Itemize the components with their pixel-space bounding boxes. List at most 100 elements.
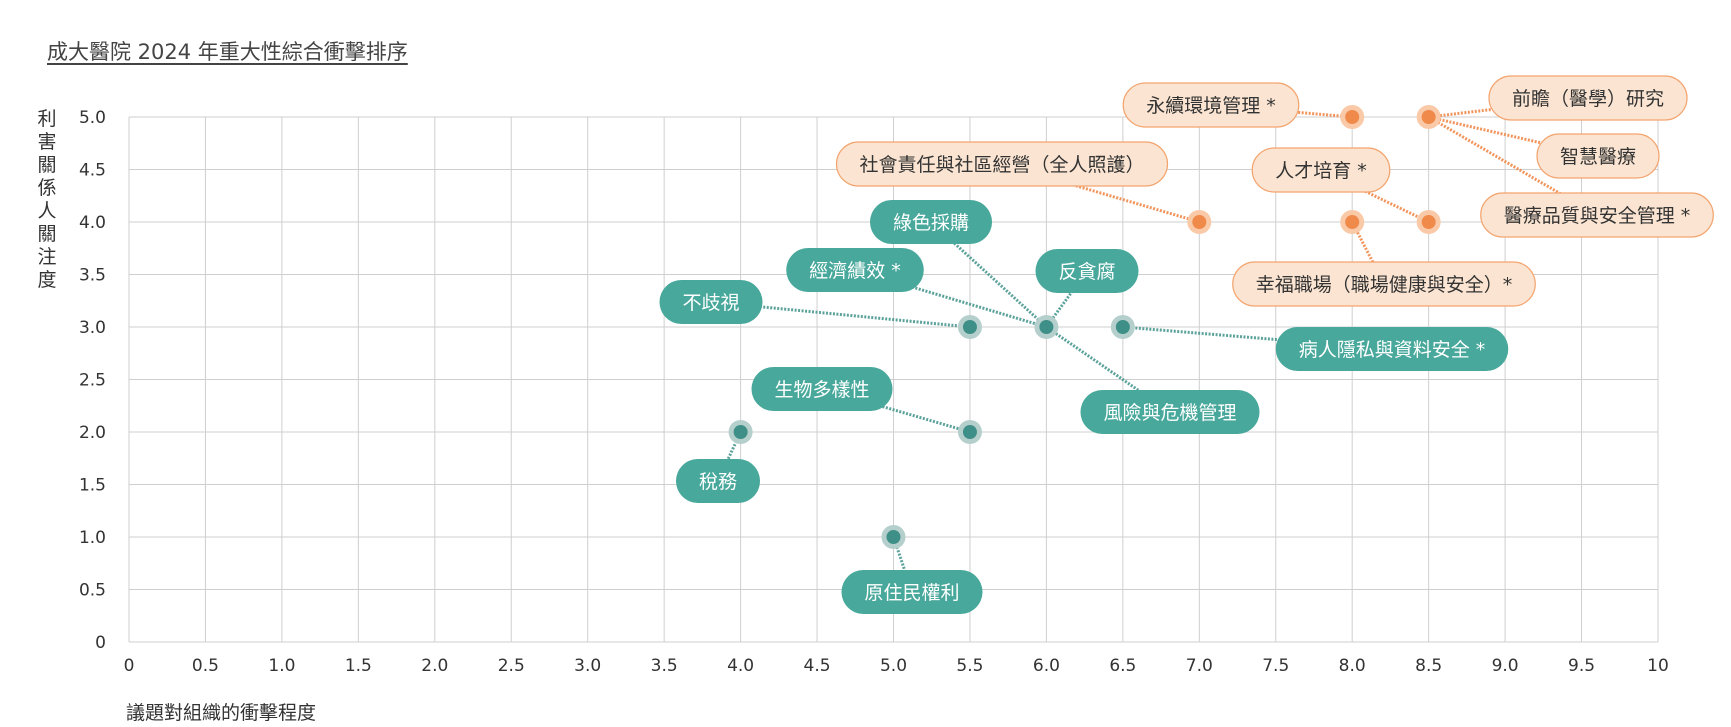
point-label-box	[659, 280, 763, 324]
x-tick-label: 6.0	[1033, 656, 1060, 676]
data-point-dot	[1192, 215, 1207, 229]
point-label-text: 醫療品質與安全管理 *	[1504, 205, 1691, 227]
x-tick-label: 3.0	[574, 656, 601, 676]
leader-line	[1122, 325, 1393, 351]
data-point	[728, 420, 753, 444]
point-label-box	[1122, 82, 1300, 128]
x-tick-label: 10	[1647, 656, 1669, 676]
x-tick-label: 9.5	[1568, 656, 1595, 676]
x-tick-label: 4.0	[727, 656, 754, 676]
x-tick-label: 9.0	[1492, 656, 1519, 676]
point-label: 風險與危機管理	[1080, 390, 1260, 434]
x-tick-label: 1.5	[345, 656, 372, 676]
y-tick-label: 2.5	[79, 371, 106, 391]
data-point	[1340, 210, 1365, 234]
point-label-text: 幸福職場（職場健康與安全）*	[1256, 274, 1513, 296]
y-tick-label: 1.0	[79, 528, 106, 548]
data-point-dot	[886, 530, 901, 544]
point-label: 反貪腐	[1035, 249, 1139, 293]
point-label-box	[1251, 147, 1391, 193]
x-tick-label: 2.5	[498, 656, 525, 676]
point-label-box	[675, 459, 761, 503]
x-tick-label: 6.5	[1109, 656, 1136, 676]
x-tick-label: 2.0	[421, 656, 448, 676]
data-point	[957, 420, 982, 444]
x-tick-label: 8.5	[1415, 656, 1442, 676]
leader-line	[892, 536, 914, 593]
data-point-dot	[962, 425, 977, 439]
data-point	[1110, 315, 1135, 339]
y-tick-label: 0	[95, 633, 106, 653]
leader-line	[1001, 162, 1200, 224]
chart-title: 成大醫院 2024 年重大性綜合衝擊排序	[47, 40, 408, 64]
axis-ticks: 0 0.5 1.0 1.5 2.0 2.5 3.0 3.5 4.0 4.5 5.0 5.5 6.0 6.5…	[79, 108, 1669, 676]
point-label-box	[751, 367, 893, 411]
y-tick-label: 3.5	[79, 266, 106, 286]
grid	[128, 116, 1659, 643]
point-label-box	[1536, 133, 1660, 179]
point-label-box	[1275, 327, 1509, 371]
point-label-box	[869, 200, 993, 244]
x-tick-label: 0	[124, 656, 135, 676]
y-tick-label: 5.0	[79, 108, 106, 128]
point-label-box	[1488, 75, 1688, 121]
data-point	[957, 315, 982, 339]
x-tick-label: 5.0	[880, 656, 907, 676]
data-point-dot	[1421, 215, 1436, 229]
x-tick-label: 7.0	[1186, 656, 1213, 676]
point-label-box	[786, 248, 924, 292]
x-tick-label: 1.0	[268, 656, 295, 676]
data-point-dot	[1345, 110, 1360, 124]
point-label: 永續環境管理 *	[1122, 82, 1300, 128]
x-tick-label: 8.0	[1339, 656, 1366, 676]
point-label-text: 綠色採購	[893, 212, 969, 234]
point-label-text: 稅務	[699, 471, 737, 493]
point-label-text: 反貪腐	[1058, 261, 1115, 283]
x-axis-label: 議題對組織的衝擊程度	[126, 702, 317, 724]
point-label-text: 前瞻（醫學）研究	[1512, 88, 1664, 110]
data-point	[1416, 210, 1441, 234]
point-label-text: 人才培育 *	[1275, 160, 1367, 182]
point-label-text: 不歧視	[682, 292, 739, 314]
y-tick-label: 2.0	[79, 423, 106, 443]
data-point	[1416, 105, 1441, 129]
point-label: 前瞻（醫學）研究	[1488, 75, 1688, 121]
data-point-dot	[1039, 320, 1054, 334]
point-label: 經濟績效 *	[786, 248, 924, 292]
y-tick-label: 4.5	[79, 161, 106, 181]
point-label: 稅務	[675, 459, 761, 503]
point-label-box	[1080, 390, 1260, 434]
point-label: 原住民權利	[841, 570, 983, 614]
y-tick-label: 1.5	[79, 476, 106, 496]
point-label-text: 原住民權利	[864, 582, 959, 604]
leader-line	[1320, 168, 1430, 224]
point-label-box	[835, 141, 1169, 187]
point-label: 幸福職場（職場健康與安全）*	[1232, 261, 1536, 307]
x-tick-label: 5.5	[956, 656, 983, 676]
point-label-text: 永續環境管理 *	[1146, 95, 1276, 117]
data-point	[1034, 315, 1059, 339]
point-label-text: 風險與危機管理	[1103, 402, 1236, 424]
point-label-text: 病人隱私與資料安全 *	[1299, 339, 1486, 361]
point-label-box	[1480, 192, 1714, 238]
y-tick-label: 0.5	[79, 581, 106, 601]
point-label-text: 生物多樣性	[774, 379, 869, 401]
point-label: 人才培育 *	[1251, 147, 1391, 193]
data-point	[1187, 210, 1212, 234]
point-label: 病人隱私與資料安全 *	[1275, 327, 1509, 371]
data-points	[728, 105, 1441, 549]
point-label: 社會責任與社區經營（全人照護）	[835, 141, 1169, 187]
point-label-box	[1035, 249, 1139, 293]
leader-line	[1428, 96, 1589, 119]
point-label: 綠色採購	[869, 200, 993, 244]
data-point-dot	[1115, 320, 1130, 334]
data-point-dot	[733, 425, 748, 439]
point-label: 生物多樣性	[751, 367, 893, 411]
point-label: 不歧視	[659, 280, 763, 324]
data-point-dot	[1345, 215, 1360, 229]
point-label-box	[841, 570, 983, 614]
y-tick-label: 4.0	[79, 213, 106, 233]
data-point-dot	[1421, 110, 1436, 124]
